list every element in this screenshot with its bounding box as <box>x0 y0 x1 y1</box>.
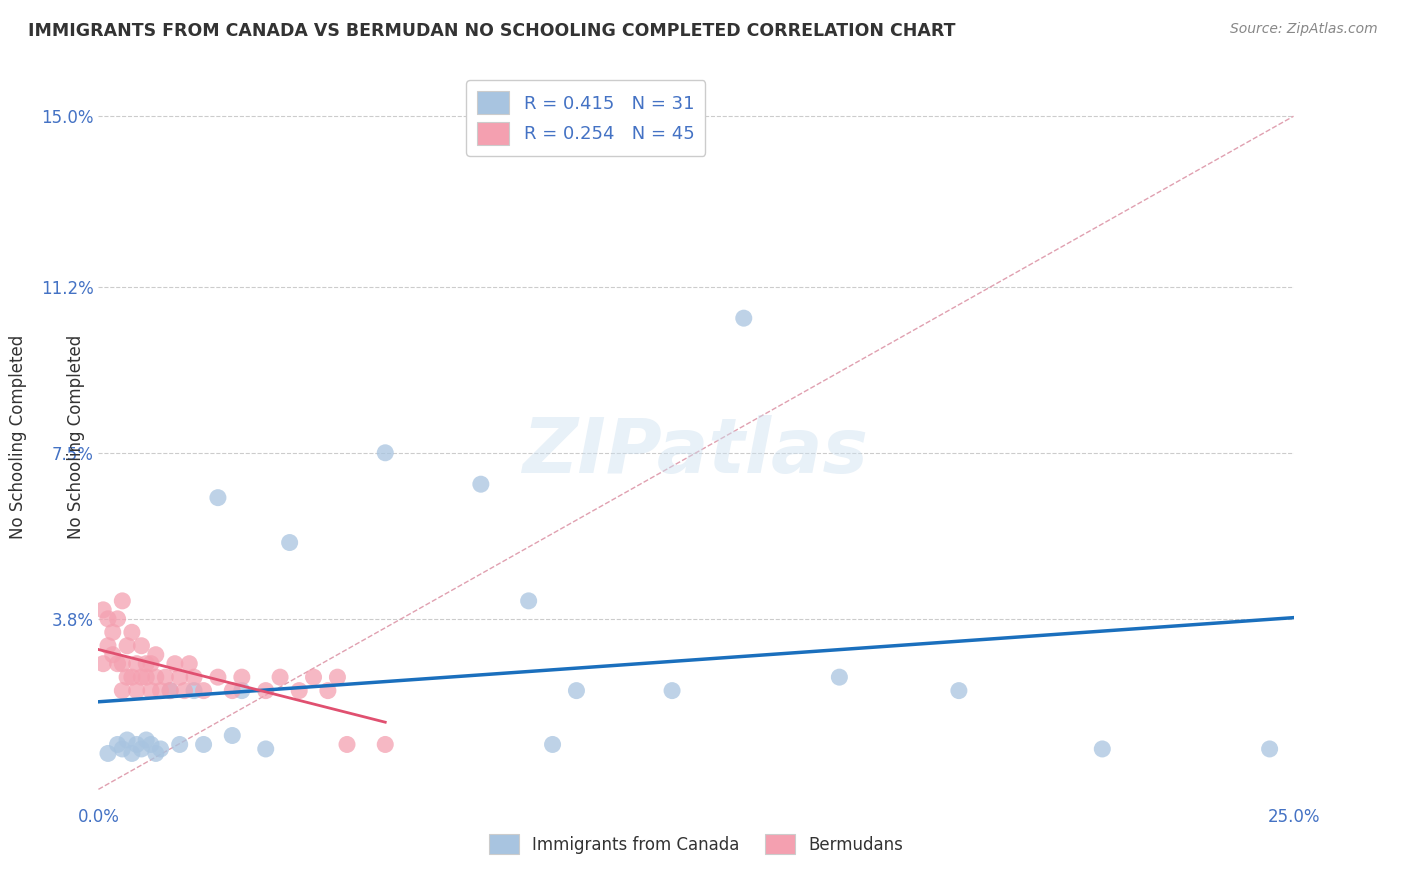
Point <box>221 729 243 743</box>
Point <box>179 657 201 671</box>
Point <box>221 683 243 698</box>
Point <box>121 625 143 640</box>
Point <box>517 594 540 608</box>
Point <box>326 670 349 684</box>
Point <box>183 683 205 698</box>
Point <box>374 738 396 752</box>
Y-axis label: No Schooling Completed: No Schooling Completed <box>8 335 27 539</box>
Point <box>254 742 277 756</box>
Point <box>125 657 148 671</box>
Point <box>139 738 162 752</box>
Point <box>145 747 167 761</box>
Point <box>121 670 143 684</box>
Point <box>125 738 148 752</box>
Point <box>107 657 129 671</box>
Point <box>828 670 851 684</box>
Point <box>288 683 311 698</box>
Y-axis label: No Schooling Completed: No Schooling Completed <box>66 335 84 539</box>
Point <box>97 747 120 761</box>
Point <box>111 683 134 698</box>
Point <box>107 612 129 626</box>
Point <box>336 738 359 752</box>
Point <box>131 742 153 756</box>
Point <box>316 683 339 698</box>
Point <box>101 625 124 640</box>
Point <box>207 491 229 505</box>
Point <box>155 670 177 684</box>
Point <box>121 747 143 761</box>
Point <box>159 683 181 698</box>
Point <box>269 670 291 684</box>
Point <box>111 594 134 608</box>
Text: Source: ZipAtlas.com: Source: ZipAtlas.com <box>1230 22 1378 37</box>
Point <box>541 738 564 752</box>
Point <box>163 657 186 671</box>
Point <box>149 742 172 756</box>
Point <box>183 670 205 684</box>
Point <box>733 311 755 326</box>
Point <box>139 683 162 698</box>
Point <box>278 535 301 549</box>
Point <box>97 639 120 653</box>
Point <box>231 683 253 698</box>
Point <box>173 683 195 698</box>
Point <box>159 683 181 698</box>
Point <box>125 683 148 698</box>
Text: IMMIGRANTS FROM CANADA VS BERMUDAN NO SCHOOLING COMPLETED CORRELATION CHART: IMMIGRANTS FROM CANADA VS BERMUDAN NO SC… <box>28 22 956 40</box>
Point <box>107 738 129 752</box>
Point <box>135 657 157 671</box>
Point <box>145 670 167 684</box>
Point <box>101 648 124 662</box>
Point <box>115 670 138 684</box>
Point <box>91 657 114 671</box>
Point <box>374 446 396 460</box>
Point <box>135 670 157 684</box>
Legend: Immigrants from Canada, Bermudans: Immigrants from Canada, Bermudans <box>482 828 910 860</box>
Point <box>169 670 191 684</box>
Point <box>231 670 253 684</box>
Point <box>207 670 229 684</box>
Point <box>145 648 167 662</box>
Point <box>97 612 120 626</box>
Point <box>302 670 325 684</box>
Point <box>470 477 492 491</box>
Point <box>661 683 683 698</box>
Point <box>565 683 588 698</box>
Point <box>139 657 162 671</box>
Point <box>131 639 153 653</box>
Point <box>1258 742 1281 756</box>
Point <box>111 657 134 671</box>
Point <box>1091 742 1114 756</box>
Point <box>115 733 138 747</box>
Point <box>91 603 114 617</box>
Point <box>115 639 138 653</box>
Point <box>254 683 277 698</box>
Point <box>193 683 215 698</box>
Point <box>169 738 191 752</box>
Point <box>131 670 153 684</box>
Point <box>135 733 157 747</box>
Point <box>149 683 172 698</box>
Point <box>111 742 134 756</box>
Text: ZIPatlas: ZIPatlas <box>523 415 869 489</box>
Point <box>193 738 215 752</box>
Point <box>948 683 970 698</box>
